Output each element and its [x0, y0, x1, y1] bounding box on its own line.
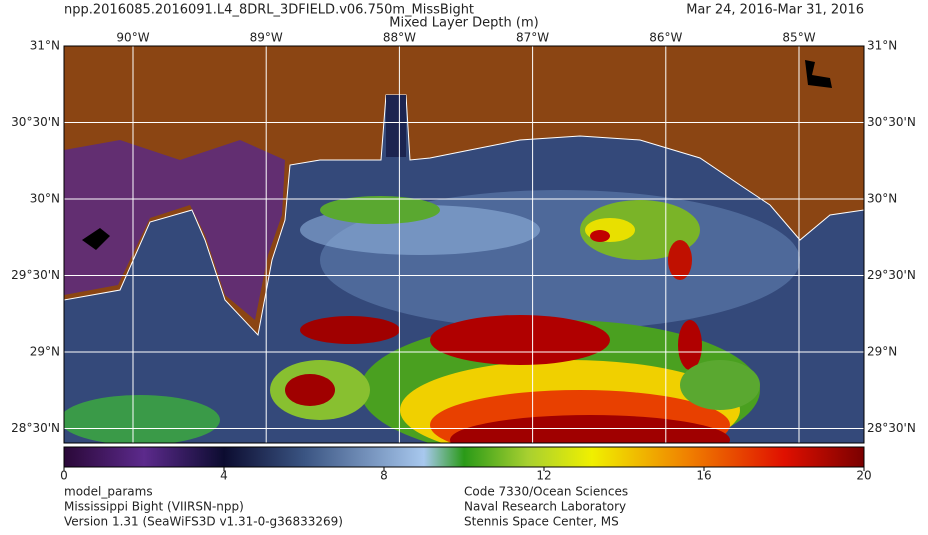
footer-left-line: Mississippi Bight (VIIRSN-npp) [64, 500, 244, 514]
lat-label-left: 30°N [30, 192, 60, 206]
colorbar-tick-label: 12 [536, 469, 551, 483]
lon-label: 88°W [383, 31, 416, 45]
colorbar-tick-label: 20 [856, 469, 871, 483]
lat-label-right: 29°N [867, 345, 897, 359]
date-range: Mar 24, 2016-Mar 31, 2016 [686, 3, 864, 18]
map-frame [63, 45, 865, 444]
lon-label: 89°W [250, 31, 283, 45]
subtitle: Mixed Layer Depth (m) [389, 16, 538, 31]
lat-label-left: 29°N [30, 345, 60, 359]
colorbar [63, 446, 865, 468]
graticule [64, 46, 864, 443]
colorbar-tick-label: 0 [60, 469, 68, 483]
footer-right-line: Naval Research Laboratory [464, 500, 626, 514]
lat-label-left: 28°30'N [11, 421, 60, 435]
title: npp.2016085.2016091.L4_8DRL_3DFIELD.v06.… [64, 3, 474, 18]
lat-label-right: 30°N [867, 192, 897, 206]
colorbar-tick-label: 16 [696, 469, 711, 483]
lat-label-right: 28°30'N [867, 421, 916, 435]
footer-right-line: Stennis Space Center, MS [464, 515, 619, 529]
colorbar-tick-label: 4 [220, 469, 228, 483]
footer-left-line: model_params [64, 485, 153, 499]
lon-label: 86°W [649, 31, 682, 45]
footer-right-line: Code 7330/Ocean Sciences [464, 485, 628, 499]
lat-label-left: 31°N [30, 39, 60, 53]
lon-label: 87°W [516, 31, 549, 45]
lat-label-left: 29°30'N [11, 268, 60, 282]
colorbar-tick-label: 8 [380, 469, 388, 483]
lat-label-left: 30°30'N [11, 115, 60, 129]
lat-label-right: 29°30'N [867, 268, 916, 282]
lat-label-right: 31°N [867, 39, 897, 53]
footer-left-line: Version 1.31 (SeaWiFS3D v1.31-0-g3683326… [64, 515, 343, 529]
map-image [64, 46, 864, 443]
lon-label: 85°W [782, 31, 815, 45]
lon-label: 90°W [116, 31, 149, 45]
lat-label-right: 30°30'N [867, 115, 916, 129]
